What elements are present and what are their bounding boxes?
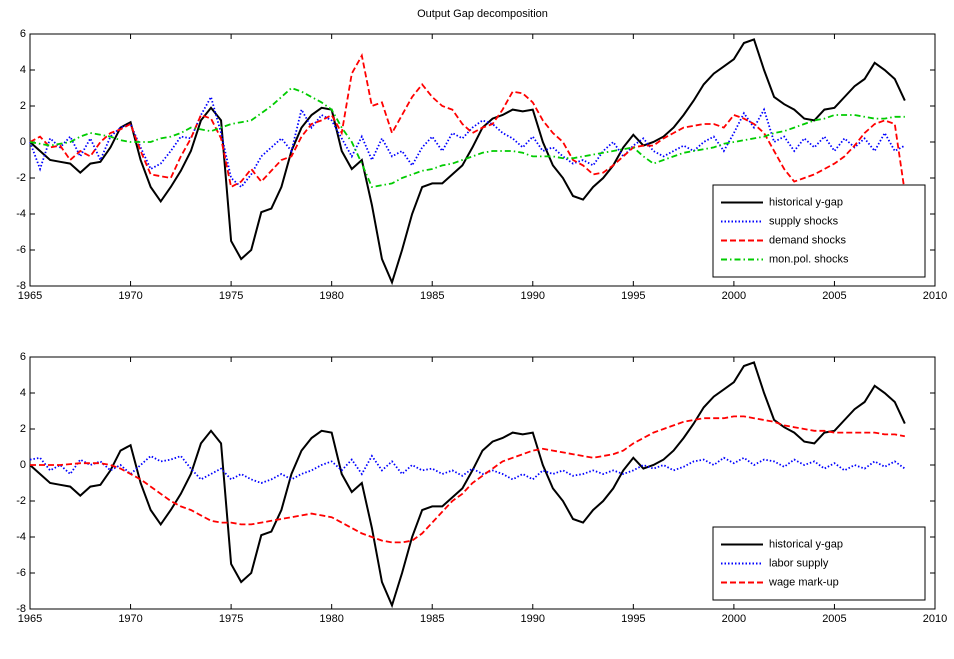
x-tick-label: 2005	[822, 290, 846, 302]
legend-label: mon.pol. shocks	[769, 253, 849, 265]
legend-box	[712, 526, 926, 601]
legend-label: demand shocks	[769, 234, 847, 246]
legend: historical y-gap labor supply wage mark-up	[712, 526, 926, 601]
x-tick-label: 1985	[420, 613, 444, 625]
legend-label: supply shocks	[769, 215, 839, 227]
x-tick-label: 1965	[18, 613, 42, 625]
y-tick-label: 6	[20, 351, 26, 363]
x-tick-label: 1990	[521, 613, 545, 625]
y-tick-label: -6	[16, 567, 26, 579]
legend-label: wage mark-up	[768, 576, 839, 588]
y-tick-label: 0	[20, 459, 26, 471]
y-tick-label: -2	[16, 495, 26, 507]
y-tick-label: -4	[16, 531, 26, 543]
x-tick-label: 2000	[722, 613, 746, 625]
x-tick-label: 1995	[621, 290, 645, 302]
chart-title: Output Gap decomposition	[417, 8, 548, 20]
legend-label: labor supply	[769, 557, 829, 569]
y-tick-label: 4	[20, 387, 26, 399]
legend-label: historical y-gap	[769, 196, 843, 208]
y-tick-label: -2	[16, 172, 26, 184]
series-line	[29, 94, 906, 189]
x-tick-label: 1970	[118, 613, 142, 625]
y-tick-label: -4	[16, 208, 26, 220]
series-line	[29, 361, 906, 609]
x-tick-label: 1975	[219, 290, 243, 302]
legend: historical y-gap supply shocks demand shoc…	[712, 184, 926, 278]
y-tick-label: 2	[20, 100, 26, 112]
series-line	[29, 38, 906, 286]
x-tick-label: 2005	[822, 613, 846, 625]
y-tick-label: 6	[20, 28, 26, 40]
x-tick-label: 1980	[319, 290, 343, 302]
y-tick-label: -6	[16, 244, 26, 256]
x-tick-label: 1965	[18, 290, 42, 302]
y-tick-label: 4	[20, 64, 26, 76]
x-tick-label: 1995	[621, 613, 645, 625]
x-tick-label: 2000	[722, 290, 746, 302]
y-tick-label: 0	[20, 136, 26, 148]
legend-box	[712, 184, 926, 278]
x-tick-label: 1990	[521, 290, 545, 302]
x-tick-label: 2010	[923, 290, 947, 302]
series-line	[30, 415, 905, 544]
x-tick-label: 1975	[219, 613, 243, 625]
x-tick-label: 1970	[118, 290, 142, 302]
series-line	[29, 454, 906, 484]
y-tick-label: 2	[20, 423, 26, 435]
x-tick-label: 2010	[923, 613, 947, 625]
y-tick-label: -8	[16, 603, 26, 615]
series-line	[29, 53, 906, 193]
y-tick-label: -8	[16, 280, 26, 292]
legend-label: historical y-gap	[769, 538, 843, 550]
x-tick-label: 1980	[319, 613, 343, 625]
series-line	[29, 86, 905, 189]
x-tick-label: 1985	[420, 290, 444, 302]
